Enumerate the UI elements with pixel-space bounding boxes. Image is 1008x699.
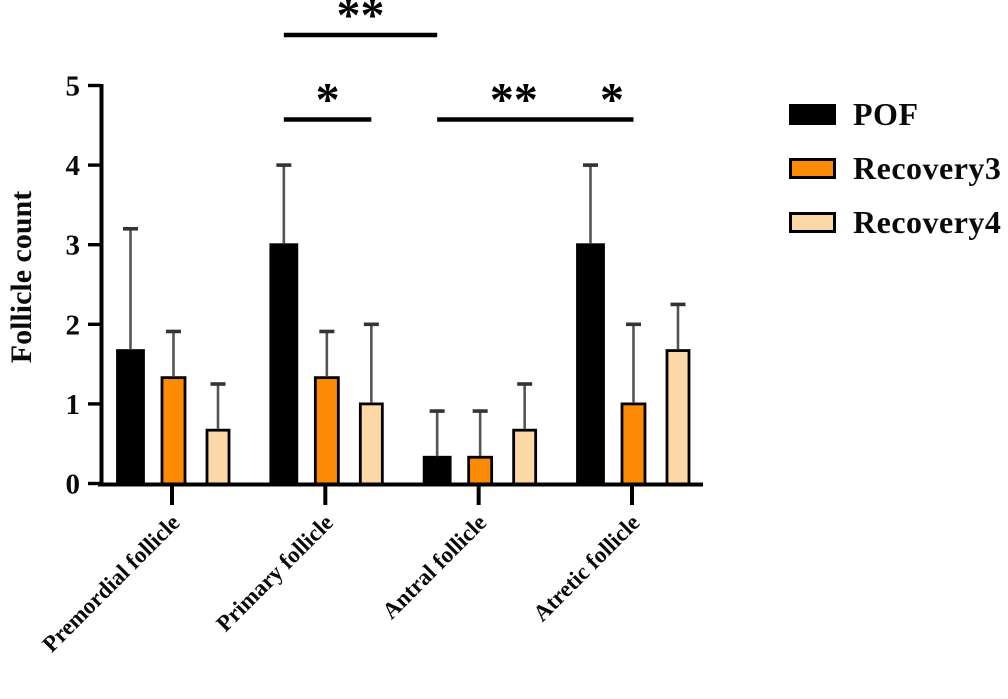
- bar-pof-antral-follicle: [422, 455, 452, 486]
- x-label-atretic-follicle: Atretic follicle: [528, 510, 644, 626]
- y-tick-label-0: 0: [66, 469, 81, 501]
- x-label-antral-follicle: Antral follicle: [377, 510, 491, 624]
- bar-recovery4-antral-follicle: [512, 428, 538, 486]
- significance-label-1: **: [336, 0, 384, 42]
- legend-swatch-recovery3: [789, 157, 836, 179]
- y-tick-label-2: 2: [66, 309, 81, 341]
- x-label-primary-follicle: Primary follicle: [211, 510, 338, 637]
- legend-label-pof: POF: [853, 96, 919, 132]
- y-tick-label-3: 3: [66, 230, 81, 262]
- significance-label-4: *: [600, 74, 624, 127]
- bar-recovery4-atretic-follicle: [665, 349, 691, 486]
- legend-label-recovery3: Recovery3: [853, 150, 1002, 186]
- significance-label-2: *: [316, 74, 340, 127]
- bar-recovery3-antral-follicle: [467, 455, 494, 486]
- bar-recovery4-primary-follicle: [358, 402, 384, 486]
- bar-pof-primary-follicle: [269, 243, 299, 486]
- y-axis-title: Follicle count: [5, 191, 38, 363]
- legend-row-pof: POF: [789, 96, 1001, 132]
- y-tick-label-1: 1: [66, 389, 81, 421]
- significance-label-3: **: [490, 74, 538, 127]
- bar-recovery4-premordial-follicle: [205, 428, 231, 486]
- chart-legend: POF Recovery3 Recovery4: [789, 96, 1001, 240]
- bar-pof-atretic-follicle: [576, 243, 605, 486]
- bar-recovery3-premordial-follicle: [160, 376, 187, 486]
- y-tick-label-5: 5: [66, 71, 81, 103]
- legend-row-recovery4: Recovery4: [789, 204, 1001, 240]
- legend-label-recovery4: Recovery4: [853, 204, 1002, 240]
- legend-swatch-pof: [789, 103, 836, 125]
- bar-recovery3-atretic-follicle: [620, 402, 647, 486]
- bar-recovery3-primary-follicle: [313, 376, 340, 486]
- bar-pof-premordial-follicle: [116, 349, 145, 486]
- legend-row-recovery3: Recovery3: [789, 150, 1001, 186]
- y-tick-label-4: 4: [66, 150, 81, 182]
- legend-swatch-recovery4: [789, 211, 836, 233]
- x-label-premordial-follicle: Premordial follicle: [38, 510, 185, 657]
